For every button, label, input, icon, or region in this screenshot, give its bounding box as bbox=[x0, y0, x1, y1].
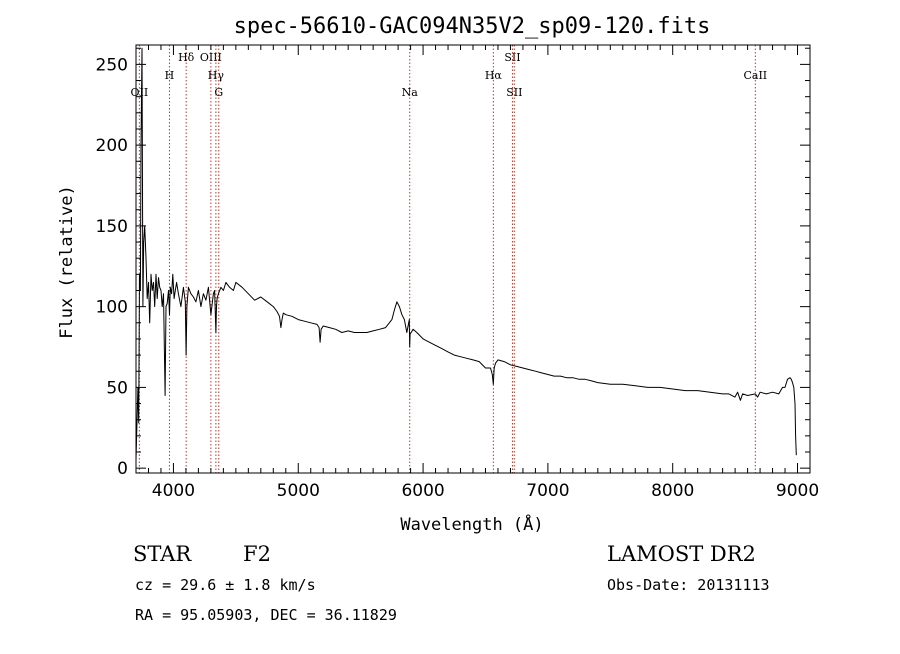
x-tick-label: 8000 bbox=[651, 481, 694, 501]
y-tick-label: 100 bbox=[96, 298, 128, 318]
survey-name: LAMOST DR2 bbox=[607, 542, 756, 566]
x-tick-label: 4000 bbox=[152, 481, 195, 501]
y-tick-label: 0 bbox=[117, 459, 128, 479]
y-tick-label: 50 bbox=[106, 378, 128, 398]
x-tick-label: 7000 bbox=[526, 481, 569, 501]
axes: 4000 5000 6000 7000 8000 9000 0 50 100 150 200 250 bbox=[96, 44, 819, 501]
x-tick-label: 6000 bbox=[401, 481, 444, 501]
y-tick-label: 200 bbox=[96, 136, 128, 156]
line-marker-label: G bbox=[214, 86, 223, 99]
y-axis-label: Flux (relative) bbox=[57, 185, 77, 339]
chart-title: spec-56610-GAC094N35V2_sp09-120.fits bbox=[234, 14, 711, 39]
plot-area bbox=[135, 47, 797, 461]
line-marker-label: H bbox=[165, 69, 175, 82]
line-marker-label: Na bbox=[402, 86, 419, 99]
plot-frame bbox=[135, 44, 811, 474]
line-marker-label: OIII bbox=[200, 51, 222, 64]
observation-date: Obs-Date: 20131113 bbox=[607, 576, 770, 594]
redshift-velocity: cz = 29.6 ± 1.8 km/s bbox=[135, 576, 316, 594]
object-class: STAR bbox=[133, 542, 192, 566]
line-marker-label: OII bbox=[131, 86, 149, 99]
x-tick-label: 5000 bbox=[277, 481, 320, 501]
coordinates: RA = 95.05903, DEC = 36.11829 bbox=[135, 606, 397, 624]
line-marker-label: SII bbox=[506, 86, 522, 99]
y-tick-label: 150 bbox=[96, 217, 128, 237]
x-tick-label: 9000 bbox=[776, 481, 819, 501]
line-marker-label: Hδ bbox=[178, 51, 195, 64]
line-marker-label: Hγ bbox=[208, 69, 225, 82]
x-axis-label: Wavelength (Å) bbox=[400, 513, 543, 535]
y-tick-label: 250 bbox=[96, 55, 128, 75]
spectrum-line bbox=[135, 47, 797, 461]
object-subclass: F2 bbox=[243, 542, 271, 566]
line-marker-label: CaII bbox=[743, 69, 767, 82]
line-marker-label: Hα bbox=[485, 69, 503, 82]
line-marker-label: SII bbox=[504, 51, 520, 64]
